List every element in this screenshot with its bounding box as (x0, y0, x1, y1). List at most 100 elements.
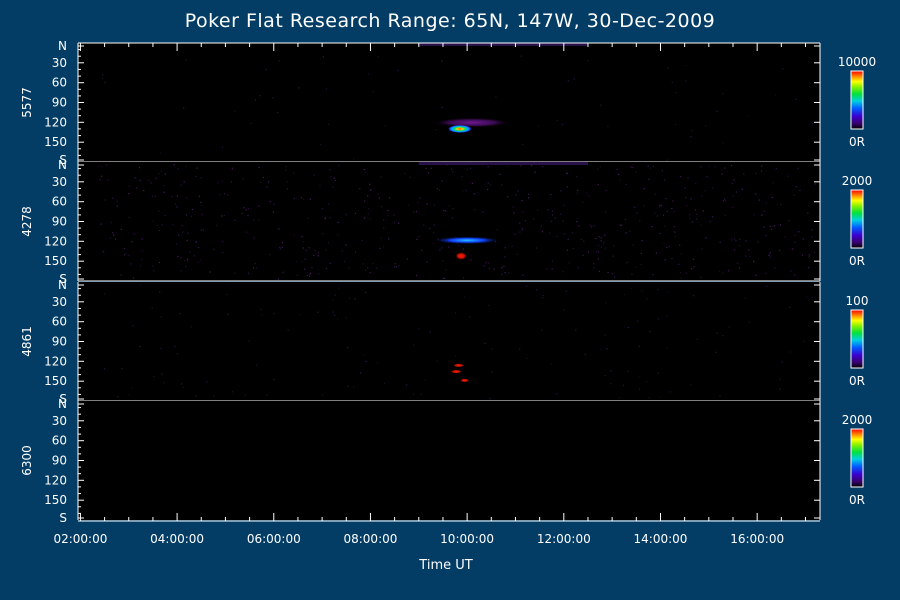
noise-speck (441, 106, 443, 109)
noise-speck (522, 211, 524, 213)
noise-speck (187, 232, 189, 234)
y-tick-label: 120 (44, 234, 67, 248)
noise-speck (738, 245, 740, 247)
noise-speck (573, 78, 575, 80)
noise-speck (469, 316, 471, 318)
noise-speck (695, 182, 697, 184)
noise-speck (415, 211, 417, 213)
noise-speck (465, 189, 467, 192)
noise-speck (728, 326, 730, 328)
noise-speck (178, 234, 180, 236)
noise-speck (158, 229, 160, 232)
noise-speck (563, 233, 565, 235)
noise-speck (231, 391, 233, 393)
noise-speck (345, 317, 347, 319)
noise-speck (696, 218, 698, 220)
noise-speck (774, 267, 776, 269)
noise-speck (593, 263, 595, 265)
noise-speck (666, 246, 668, 249)
noise-speck (597, 183, 599, 186)
noise-speck (794, 241, 796, 243)
noise-speck (636, 320, 638, 322)
noise-speck (524, 220, 526, 222)
noise-speck (324, 217, 326, 219)
panel-ylabel: 4278 (20, 206, 34, 237)
noise-speck (337, 234, 339, 236)
noise-speck (550, 363, 552, 365)
noise-speck (619, 179, 621, 181)
noise-speck (128, 254, 130, 256)
colorbar (850, 189, 864, 249)
noise-speck (116, 206, 119, 208)
noise-speck (322, 233, 324, 235)
noise-speck (429, 227, 431, 229)
noise-speck (606, 348, 608, 350)
noise-speck (561, 123, 564, 126)
noise-speck (517, 190, 519, 192)
noise-speck (131, 241, 133, 243)
noise-speck (125, 253, 127, 255)
noise-speck (536, 289, 538, 291)
noise-speck (722, 142, 724, 144)
noise-speck (383, 246, 385, 248)
noise-speck (293, 172, 295, 174)
noise-speck (209, 271, 211, 273)
noise-speck (614, 276, 616, 278)
noise-speck (779, 388, 781, 390)
noise-speck (659, 204, 661, 206)
noise-speck (227, 313, 229, 315)
noise-speck (452, 208, 454, 210)
noise-speck (790, 351, 792, 353)
noise-speck (200, 177, 202, 179)
noise-speck (258, 219, 260, 221)
noise-speck (787, 175, 789, 177)
noise-speck (760, 170, 763, 172)
noise-speck (672, 200, 674, 202)
noise-speck (551, 260, 553, 262)
noise-speck (526, 357, 528, 360)
noise-speck (680, 277, 682, 279)
noise-speck (753, 214, 755, 216)
noise-speck (317, 255, 319, 257)
noise-speck (362, 354, 364, 356)
noise-speck (462, 248, 464, 250)
noise-speck (304, 258, 306, 260)
noise-speck (780, 204, 782, 206)
noise-speck (659, 232, 661, 234)
noise-speck (537, 125, 539, 127)
noise-speck (666, 159, 668, 161)
noise-speck (629, 230, 631, 232)
noise-speck (514, 233, 516, 235)
noise-speck (245, 209, 247, 211)
noise-speck (483, 265, 485, 267)
noise-speck (433, 224, 435, 226)
noise-speck (648, 178, 650, 180)
noise-speck (179, 313, 181, 315)
noise-speck (624, 294, 626, 296)
noise-speck (745, 240, 747, 242)
noise-speck (285, 165, 287, 168)
noise-speck (364, 200, 366, 202)
noise-speck (724, 167, 726, 169)
noise-speck (223, 193, 226, 195)
noise-speck (627, 327, 629, 329)
noise-speck (195, 175, 197, 177)
panel-background (78, 401, 820, 520)
noise-speck (790, 270, 792, 272)
noise-speck (680, 253, 682, 255)
colorbar-max-label: 2000 (842, 413, 873, 427)
noise-speck (216, 224, 218, 227)
noise-speck (345, 244, 347, 246)
noise-speck (599, 166, 601, 168)
noise-speck (461, 367, 463, 369)
noise-speck (691, 130, 693, 132)
noise-speck (668, 245, 670, 248)
noise-speck (307, 217, 309, 219)
noise-speck (227, 194, 229, 196)
noise-speck (605, 302, 607, 304)
noise-speck (337, 221, 339, 223)
noise-speck (383, 227, 385, 229)
noise-speck (231, 169, 234, 171)
noise-speck (448, 246, 450, 248)
noise-speck (163, 381, 165, 384)
